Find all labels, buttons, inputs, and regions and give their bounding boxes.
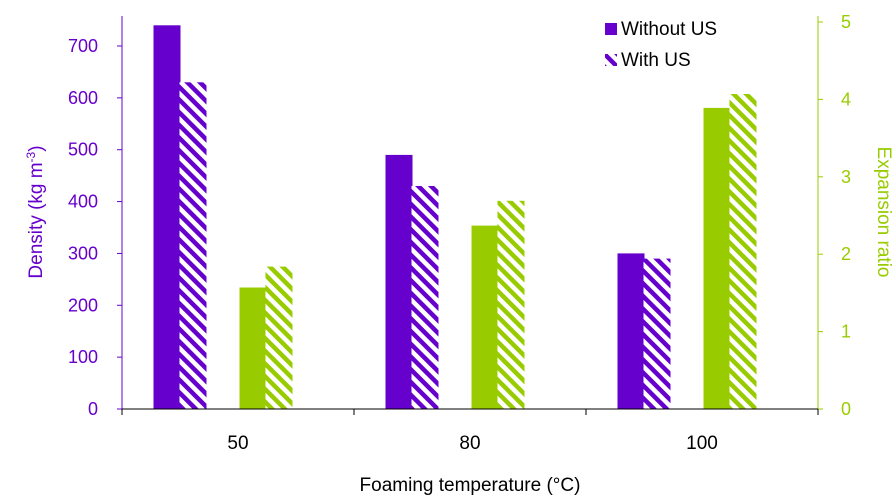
x-tick-label-50: 50 <box>227 433 248 454</box>
left-tick-label-400: 400 <box>68 192 98 212</box>
left-axis: 0 100 200 300 400 500 600 700 <box>68 16 123 419</box>
right-tick-label-4: 4 <box>841 89 851 109</box>
legend-label-with-us: With US <box>621 50 691 71</box>
bar-expansion-with-us-100 <box>729 94 757 409</box>
bar-density-with-us-100 <box>643 258 671 409</box>
left-tick-label-200: 200 <box>68 295 98 315</box>
right-tick-label-3: 3 <box>841 167 851 187</box>
left-tick-label-600: 600 <box>68 88 98 108</box>
bar-density-without-us-50 <box>153 25 181 410</box>
right-tick-label-2: 2 <box>841 244 851 264</box>
x-axis-title: Foaming temperature (°C) <box>360 475 581 496</box>
left-tick-label-100: 100 <box>68 347 98 367</box>
right-tick-label-1: 1 <box>841 322 851 342</box>
bar-density-with-us-80 <box>411 186 439 409</box>
x-axis: 50 80 100 <box>121 408 819 454</box>
left-tick-label-300: 300 <box>68 243 98 263</box>
bar-density-with-us-50 <box>179 82 207 410</box>
left-tick-label-500: 500 <box>68 140 98 160</box>
legend-swatch-with-us <box>605 54 617 66</box>
bar-expansion-without-us-100 <box>703 107 731 410</box>
left-tick-label-700: 700 <box>68 36 98 56</box>
legend-label-without-us: Without US <box>621 19 717 40</box>
legend-swatch-without-us <box>605 23 617 35</box>
right-tick-label-0: 0 <box>841 399 851 419</box>
bar-density-without-us-100 <box>617 253 645 409</box>
x-tick-label-80: 80 <box>459 433 480 454</box>
bar-expansion-with-us-50 <box>265 266 293 409</box>
right-axis: 0 1 2 3 4 5 <box>817 12 851 419</box>
x-tick-label-100: 100 <box>686 433 718 454</box>
right-tick-label-5: 5 <box>841 12 851 32</box>
bar-density-without-us-80 <box>385 154 413 409</box>
bar-expansion-without-us-80 <box>471 225 499 409</box>
bar-expansion-with-us-80 <box>497 200 525 409</box>
left-axis-title: Density (kg m-3) <box>24 145 47 278</box>
right-axis-title: Expansion ratio <box>873 147 894 278</box>
legend: Without US With US <box>605 19 717 71</box>
bars-layer <box>153 25 757 410</box>
left-tick-label-0: 0 <box>88 399 98 419</box>
bar-expansion-without-us-50 <box>239 287 267 409</box>
